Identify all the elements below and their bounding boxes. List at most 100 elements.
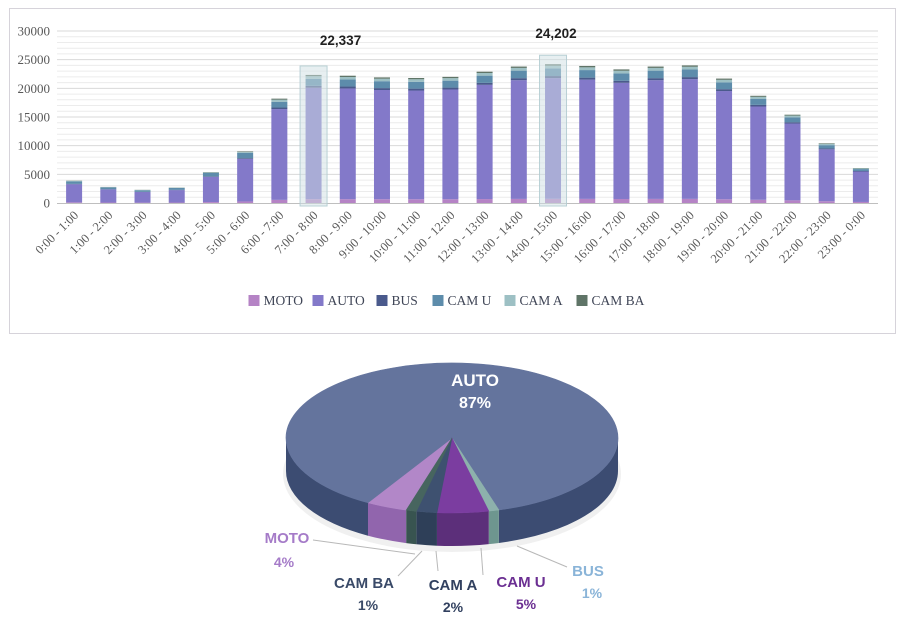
bar-segment-cam-ba[interactable] — [818, 143, 835, 144]
bar-segment-bus[interactable] — [510, 78, 527, 81]
legend-item-auto[interactable]: AUTO — [312, 293, 366, 308]
bar-segment-moto[interactable] — [271, 199, 288, 203]
bar-segment-cam-a[interactable] — [408, 79, 425, 82]
bar-segment-cam-a[interactable] — [750, 96, 767, 99]
bar-segment-bus[interactable] — [784, 122, 801, 124]
bar-segment-moto[interactable] — [784, 200, 801, 203]
bar-segment-cam-u[interactable] — [476, 75, 493, 83]
bar-segment-cam-u[interactable] — [647, 70, 664, 79]
bar-segment-moto[interactable] — [613, 198, 630, 203]
bar-segment-moto[interactable] — [476, 199, 493, 203]
bar-segment-cam-a[interactable] — [339, 76, 356, 80]
bar-segment-auto[interactable] — [442, 89, 459, 200]
bar-segment-cam-ba[interactable] — [442, 76, 459, 79]
bar-segment-bus[interactable] — [237, 158, 254, 159]
bar-segment-moto[interactable] — [681, 198, 698, 203]
bar-segment-bus[interactable] — [476, 82, 493, 85]
bar-segment-auto[interactable] — [476, 84, 493, 200]
bar-segment-cam-u[interactable] — [818, 145, 835, 149]
bar-segment-cam-a[interactable] — [716, 79, 733, 83]
bar-segment-auto[interactable] — [750, 106, 767, 200]
bar-segment-cam-u[interactable] — [373, 81, 390, 89]
bar-segment-auto[interactable] — [66, 184, 83, 203]
bar-segment-cam-u[interactable] — [134, 190, 151, 192]
bar-segment-auto[interactable] — [237, 158, 254, 202]
bar-segment-moto[interactable] — [66, 202, 83, 203]
bar-segment-bus[interactable] — [681, 77, 698, 80]
legend-item-moto[interactable]: MOTO — [248, 293, 304, 308]
bar-segment-moto[interactable] — [373, 199, 390, 203]
bar-segment-moto[interactable] — [408, 199, 425, 203]
bar-segment-moto[interactable] — [716, 199, 733, 203]
legend-item-cam-u[interactable]: CAM U — [432, 293, 492, 308]
bar-segment-cam-u[interactable] — [271, 101, 288, 108]
bar-segment-cam-ba[interactable] — [271, 98, 288, 100]
bar-segment-auto[interactable] — [613, 82, 630, 199]
bar-segment-auto[interactable] — [373, 89, 390, 200]
bar-segment-cam-ba[interactable] — [647, 66, 664, 68]
bar-segment-auto[interactable] — [681, 79, 698, 199]
bar-segment-moto[interactable] — [579, 198, 596, 203]
bar-segment-moto[interactable] — [339, 199, 356, 203]
bar-segment-cam-a[interactable] — [681, 66, 698, 70]
bar-segment-cam-ba[interactable] — [681, 65, 698, 67]
bar-segment-cam-ba[interactable] — [579, 65, 596, 68]
bar-segment-moto[interactable] — [647, 198, 664, 203]
bar-segment-cam-ba[interactable] — [716, 78, 733, 80]
bar-segment-cam-ba[interactable] — [237, 151, 254, 152]
bar-segment-bus[interactable] — [408, 88, 425, 91]
bar-segment-bus[interactable] — [818, 148, 835, 150]
bar-segment-bus[interactable] — [716, 89, 733, 92]
bar-segment-moto[interactable] — [442, 199, 459, 203]
bar-segment-cam-a[interactable] — [613, 70, 630, 74]
bar-segment-cam-u[interactable] — [168, 187, 185, 190]
bar-segment-cam-a[interactable] — [784, 115, 801, 118]
bar-segment-bus[interactable] — [647, 78, 664, 81]
bar-segment-bus[interactable] — [271, 107, 288, 110]
bar-segment-auto[interactable] — [852, 171, 869, 202]
bar-segment-cam-u[interactable] — [66, 181, 83, 184]
bar-segment-cam-ba[interactable] — [339, 75, 356, 77]
bar-segment-cam-a[interactable] — [271, 99, 288, 102]
pie-slice-cam-ba[interactable] — [405, 437, 453, 512]
bar-segment-cam-u[interactable] — [510, 70, 527, 79]
bar-segment-auto[interactable] — [784, 123, 801, 201]
bar-segment-auto[interactable] — [100, 189, 117, 203]
bar-segment-cam-a[interactable] — [373, 78, 390, 82]
legend-item-bus[interactable]: BUS — [376, 293, 418, 308]
bar-segment-cam-ba[interactable] — [750, 95, 767, 97]
bar-segment-cam-u[interactable] — [681, 69, 698, 78]
bar-segment-cam-ba[interactable] — [408, 78, 425, 80]
bar-segment-cam-u[interactable] — [852, 169, 869, 171]
bar-segment-cam-u[interactable] — [237, 152, 254, 159]
bar-segment-auto[interactable] — [647, 80, 664, 199]
legend-item-cam-ba[interactable]: CAM BA — [576, 293, 645, 308]
bar-segment-cam-ba[interactable] — [784, 114, 801, 116]
bar-segment-cam-u[interactable] — [784, 117, 801, 123]
bar-segment-auto[interactable] — [408, 90, 425, 200]
bar-segment-auto[interactable] — [716, 91, 733, 200]
bar-segment-cam-a[interactable] — [579, 67, 596, 71]
bar-segment-cam-ba[interactable] — [510, 66, 527, 68]
bar-segment-cam-ba[interactable] — [373, 77, 390, 79]
bar-segment-auto[interactable] — [579, 79, 596, 199]
bar-segment-cam-ba[interactable] — [613, 69, 630, 71]
bar-segment-bus[interactable] — [442, 87, 459, 90]
bar-segment-cam-u[interactable] — [202, 172, 219, 177]
bar-segment-moto[interactable] — [202, 202, 219, 203]
bar-segment-bus[interactable] — [852, 170, 869, 172]
bar-segment-cam-a[interactable] — [852, 168, 869, 170]
bar-segment-moto[interactable] — [750, 199, 767, 203]
bar-segment-auto[interactable] — [271, 109, 288, 200]
bar-segment-auto[interactable] — [510, 80, 527, 199]
bar-segment-cam-a[interactable] — [510, 67, 527, 71]
bar-segment-cam-ba[interactable] — [476, 71, 493, 74]
bar-segment-bus[interactable] — [373, 88, 390, 90]
bar-segment-cam-u[interactable] — [100, 187, 117, 190]
bar-segment-moto[interactable] — [818, 201, 835, 203]
bar-segment-auto[interactable] — [168, 190, 185, 203]
bar-segment-auto[interactable] — [818, 149, 835, 202]
bar-segment-bus[interactable] — [339, 86, 356, 89]
bar-segment-cam-a[interactable] — [818, 143, 835, 146]
bar-segment-cam-u[interactable] — [613, 73, 630, 81]
